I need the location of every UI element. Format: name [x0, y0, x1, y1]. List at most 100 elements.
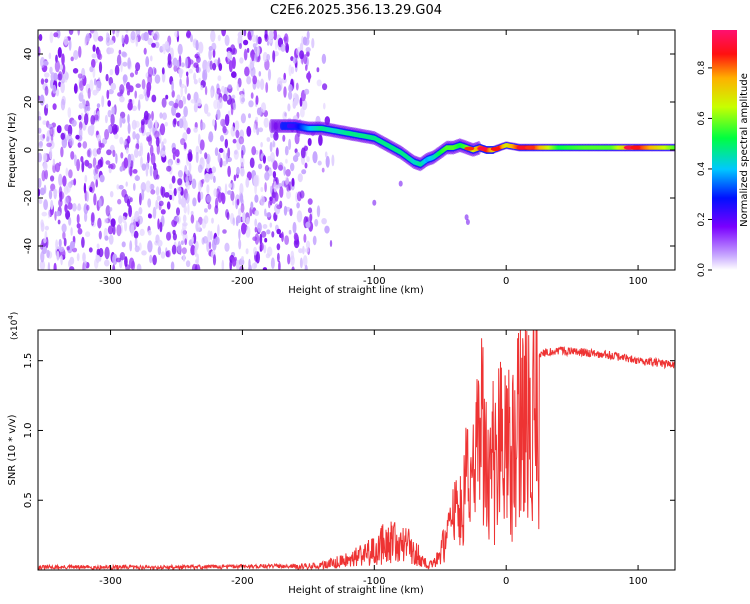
- noise-speckle: [107, 109, 112, 118]
- noise-speckle: [233, 174, 237, 182]
- noise-speckle: [84, 105, 87, 114]
- noise-speckle: [276, 228, 282, 235]
- noise-speckle: [55, 239, 58, 250]
- noise-speckle: [147, 240, 153, 253]
- noise-speckle: [69, 266, 75, 270]
- noise-speckle: [231, 182, 235, 190]
- noise-speckle: [262, 155, 266, 164]
- noise-speckle: [196, 98, 202, 107]
- noise-speckle: [96, 134, 102, 142]
- noise-speckle: [214, 205, 219, 215]
- noise-speckle: [253, 174, 259, 187]
- noise-speckle: [42, 152, 48, 162]
- noise-speckle: [285, 176, 289, 186]
- noise-speckle: [183, 205, 187, 214]
- noise-speckle: [316, 205, 321, 218]
- noise-speckle: [120, 152, 124, 159]
- noise-speckle: [210, 30, 216, 43]
- noise-speckle: [207, 203, 212, 210]
- noise-speckle: [208, 48, 212, 61]
- noise-speckle: [104, 218, 108, 224]
- noise-speckle: [264, 165, 269, 172]
- colorbar-tick-label: 0.8: [697, 60, 707, 75]
- noise-speckle: [99, 174, 105, 183]
- noise-speckle: [67, 202, 73, 210]
- noise-speckle: [55, 88, 60, 97]
- noise-speckle: [270, 257, 275, 270]
- noise-speckle: [180, 240, 184, 245]
- noise-speckle: [105, 73, 109, 82]
- noise-speckle: [117, 92, 123, 97]
- noise-speckle: [85, 105, 91, 112]
- noise-speckle: [181, 247, 187, 255]
- noise-speckle: [41, 170, 46, 182]
- noise-speckle: [101, 95, 105, 108]
- noise-speckle: [191, 236, 194, 243]
- noise-speckle: [201, 178, 205, 184]
- noise-speckle: [135, 133, 140, 141]
- noise-speckle: [173, 64, 178, 72]
- noise-speckle: [125, 147, 129, 154]
- noise-speckle: [141, 163, 147, 171]
- noise-speckle: [150, 189, 156, 195]
- noise-speckle: [192, 197, 197, 207]
- noise-speckle: [321, 167, 325, 173]
- noise-speckle: [288, 91, 293, 100]
- noise-speckle: [173, 188, 177, 197]
- noise-speckle: [275, 147, 279, 157]
- noise-speckle: [206, 62, 211, 73]
- noise-speckle: [187, 203, 190, 215]
- noise-speckle: [258, 127, 264, 133]
- noise-speckle: [182, 214, 187, 223]
- noise-speckle: [311, 38, 315, 49]
- noise-speckle: [149, 144, 154, 157]
- noise-speckle: [250, 201, 254, 210]
- noise-speckle: [226, 156, 232, 163]
- noise-speckle: [104, 235, 109, 241]
- noise-speckle: [76, 214, 80, 224]
- noise-speckle: [210, 89, 214, 99]
- noise-speckle: [204, 152, 208, 160]
- noise-speckle: [206, 195, 212, 203]
- noise-speckle: [49, 147, 53, 160]
- noise-speckle: [54, 60, 61, 73]
- x-tick-label: 0: [503, 576, 509, 587]
- y-tick-label: 0.5: [23, 492, 34, 508]
- noise-speckle: [42, 134, 46, 139]
- noise-speckle: [178, 118, 184, 129]
- noise-speckle: [73, 50, 79, 60]
- noise-speckle: [464, 214, 469, 221]
- noise-speckle: [279, 186, 284, 198]
- noise-speckle: [219, 135, 225, 142]
- noise-speckle: [154, 67, 157, 75]
- noise-speckle: [134, 245, 140, 253]
- noise-speckle: [58, 71, 63, 81]
- noise-speckle: [79, 80, 84, 91]
- snr-line: [38, 330, 675, 570]
- noise-speckle: [62, 231, 66, 240]
- noise-speckle: [213, 175, 216, 183]
- noise-speckle: [302, 255, 308, 267]
- noise-speckle: [78, 102, 84, 109]
- noise-speckle: [250, 92, 254, 99]
- noise-speckle: [207, 230, 211, 242]
- snr-multiplier-close: ): [10, 312, 20, 316]
- noise-speckle: [84, 113, 89, 126]
- noise-speckle: [164, 121, 168, 127]
- noise-speckle: [301, 169, 307, 175]
- noise-speckle: [225, 209, 229, 218]
- noise-speckle: [43, 162, 48, 171]
- noise-speckle: [316, 79, 322, 87]
- noise-speckle: [114, 133, 119, 140]
- noise-speckle: [119, 96, 125, 103]
- snr-multiplier-exponent: 4: [7, 315, 15, 320]
- noise-speckle: [161, 141, 165, 151]
- noise-speckle: [97, 35, 104, 42]
- noise-speckle: [283, 86, 287, 98]
- noise-speckle: [235, 129, 240, 139]
- noise-speckle: [68, 216, 72, 226]
- noise-speckle: [278, 260, 281, 270]
- noise-speckle: [112, 124, 118, 135]
- noise-speckle: [194, 245, 198, 257]
- noise-speckle: [131, 119, 137, 130]
